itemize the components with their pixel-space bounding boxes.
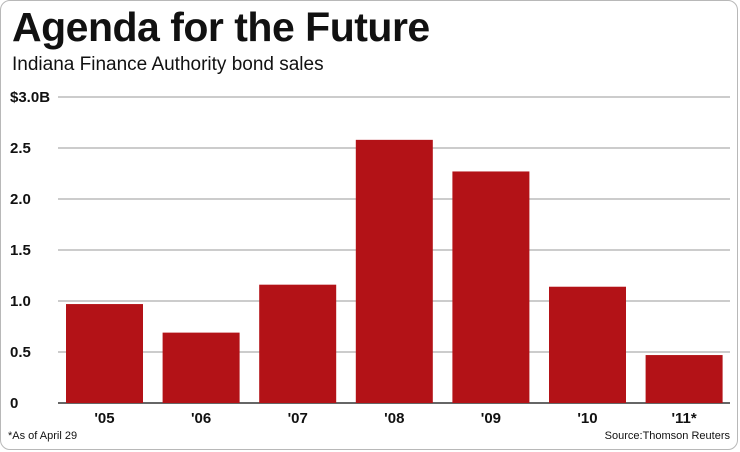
bar xyxy=(355,139,433,403)
x-tick-label: '09 xyxy=(481,410,501,427)
x-tick-label: '11* xyxy=(671,410,696,427)
y-tick-label: 2.5 xyxy=(10,140,31,157)
y-tick-label: $3.0B xyxy=(10,89,50,106)
bar xyxy=(549,286,626,403)
x-tick-label: '07 xyxy=(288,410,308,427)
bars xyxy=(66,139,723,403)
x-tick-label: '10 xyxy=(577,410,597,427)
bar xyxy=(645,355,723,403)
y-tick-label: 2.0 xyxy=(10,191,31,208)
y-tick-label: 1.0 xyxy=(10,293,31,310)
source-credit: Source:Thomson Reuters xyxy=(604,430,730,442)
footnote: *As of April 29 xyxy=(8,430,78,442)
x-axis-category-labels: '05 '06 '07 '08 '09 '10 '11* xyxy=(94,410,697,427)
chart-subtitle: Indiana Finance Authority bond sales xyxy=(12,54,324,75)
bar xyxy=(162,332,240,403)
chart-title: Agenda for the Future xyxy=(12,4,430,50)
x-tick-label: '06 xyxy=(191,410,211,427)
y-tick-label: 1.5 xyxy=(10,242,31,259)
bar xyxy=(66,304,143,403)
bar xyxy=(452,171,530,403)
y-axis-tick-labels: 0 0.5 1.0 1.5 2.0 2.5 $3.0B xyxy=(10,89,50,412)
bar xyxy=(259,284,337,403)
x-tick-label: '08 xyxy=(384,410,404,427)
x-tick-label: '05 xyxy=(94,410,114,427)
y-tick-label: 0 xyxy=(10,395,18,412)
y-tick-label: 0.5 xyxy=(10,344,31,361)
